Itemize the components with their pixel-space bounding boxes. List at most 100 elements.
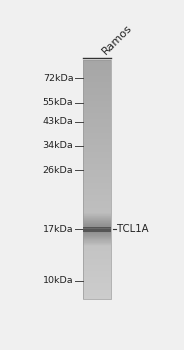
- Bar: [83, 124, 111, 126]
- Bar: [83, 264, 111, 265]
- Bar: [83, 107, 111, 109]
- Bar: [83, 75, 111, 76]
- Bar: [83, 115, 111, 116]
- Bar: [83, 87, 111, 88]
- Bar: [83, 113, 111, 115]
- Bar: [83, 187, 111, 188]
- Bar: [83, 194, 111, 195]
- Bar: [83, 118, 111, 119]
- Bar: [83, 257, 111, 259]
- Bar: [83, 234, 111, 236]
- Bar: [83, 236, 111, 237]
- Bar: [83, 243, 111, 245]
- Bar: [83, 85, 111, 86]
- Text: 34kDa: 34kDa: [43, 141, 73, 150]
- Bar: [83, 181, 111, 182]
- Bar: [83, 82, 111, 84]
- Bar: [83, 285, 111, 286]
- Bar: [83, 224, 111, 225]
- Bar: [83, 233, 111, 234]
- Bar: [83, 165, 111, 166]
- Bar: [83, 135, 111, 136]
- Bar: [83, 197, 111, 199]
- Bar: [83, 102, 111, 103]
- Bar: [83, 228, 111, 229]
- Bar: [83, 249, 111, 250]
- Bar: [83, 237, 111, 238]
- Bar: [83, 196, 111, 197]
- Bar: [83, 99, 111, 100]
- Bar: [83, 260, 111, 261]
- Bar: [83, 287, 111, 289]
- Bar: [83, 202, 111, 203]
- Bar: [83, 146, 111, 147]
- Bar: [83, 76, 111, 77]
- Bar: [83, 228, 111, 229]
- Bar: [83, 117, 111, 118]
- Bar: [83, 281, 111, 282]
- Text: 17kDa: 17kDa: [43, 225, 73, 234]
- Bar: [83, 220, 111, 222]
- Bar: [83, 226, 111, 228]
- Bar: [83, 193, 111, 194]
- Bar: [83, 240, 111, 242]
- Bar: [83, 244, 111, 245]
- Bar: [83, 295, 111, 296]
- Bar: [83, 96, 111, 97]
- Bar: [83, 232, 111, 234]
- Bar: [83, 275, 111, 276]
- Bar: [83, 268, 111, 270]
- Bar: [83, 119, 111, 121]
- Bar: [83, 177, 111, 178]
- Bar: [83, 232, 111, 233]
- Bar: [83, 270, 111, 271]
- Text: 26kDa: 26kDa: [43, 166, 73, 175]
- Bar: [83, 218, 111, 219]
- Bar: [83, 91, 111, 92]
- Bar: [83, 238, 111, 240]
- Bar: [83, 195, 111, 196]
- Bar: [83, 217, 111, 219]
- Bar: [83, 132, 111, 133]
- Bar: [83, 150, 111, 152]
- Bar: [83, 231, 111, 232]
- Bar: [83, 244, 111, 246]
- Bar: [83, 62, 111, 63]
- Bar: [83, 184, 111, 186]
- Bar: [83, 254, 111, 255]
- Bar: [83, 69, 111, 70]
- Bar: [83, 298, 111, 299]
- Bar: [83, 211, 111, 212]
- Bar: [83, 214, 111, 216]
- Bar: [83, 178, 111, 180]
- Bar: [83, 70, 111, 71]
- Bar: [83, 77, 111, 79]
- Bar: [83, 169, 111, 170]
- Bar: [83, 230, 111, 231]
- Bar: [83, 284, 111, 285]
- Bar: [83, 229, 111, 230]
- Bar: [83, 112, 111, 113]
- Bar: [83, 234, 111, 236]
- Bar: [83, 273, 111, 274]
- Bar: [83, 190, 111, 191]
- Bar: [83, 134, 111, 135]
- Bar: [83, 160, 111, 161]
- Bar: [83, 222, 111, 223]
- Bar: [83, 229, 111, 231]
- Bar: [83, 219, 111, 221]
- Bar: [83, 136, 111, 138]
- Bar: [83, 158, 111, 159]
- Bar: [83, 241, 111, 243]
- Bar: [83, 250, 111, 251]
- Bar: [83, 203, 111, 205]
- Bar: [83, 255, 111, 256]
- Bar: [83, 163, 111, 164]
- Bar: [83, 237, 111, 239]
- Bar: [83, 223, 111, 225]
- Bar: [83, 221, 111, 223]
- Bar: [83, 248, 111, 249]
- Bar: [83, 188, 111, 189]
- Bar: [83, 293, 111, 295]
- Bar: [83, 239, 111, 241]
